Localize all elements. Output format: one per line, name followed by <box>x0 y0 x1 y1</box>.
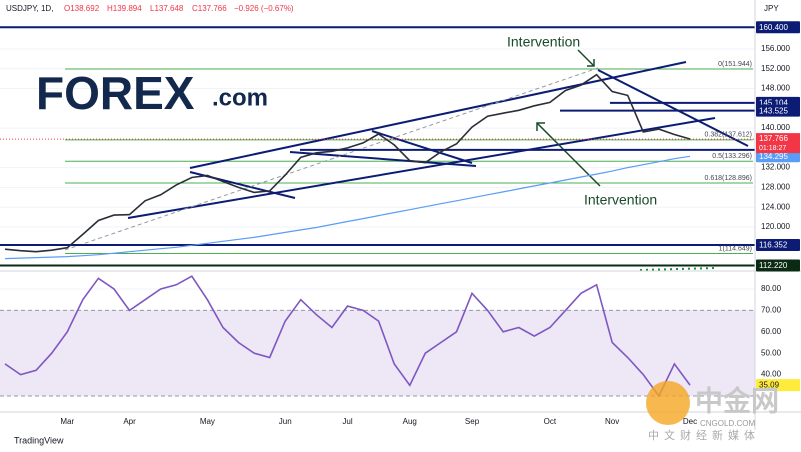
annotation: Intervention <box>584 192 657 208</box>
arrow-head <box>536 122 545 131</box>
watermark-sub: 中文财经新媒体 <box>648 428 760 442</box>
y-tick-label: 128.000 <box>761 183 790 192</box>
x-tick-label: Jul <box>342 417 352 426</box>
fib-label: 0.382(137.612) <box>705 132 752 139</box>
symbol-title: USDJPY, 1D, <box>6 4 53 13</box>
platform-logo[interactable]: TradingView <box>14 435 64 445</box>
ohlc: O138.692 <box>64 4 100 13</box>
y-tick-label: 40.00 <box>761 370 782 379</box>
x-tick-label: Aug <box>403 417 417 426</box>
plot-layer <box>0 26 755 398</box>
logo-suffix: .com <box>212 84 268 111</box>
last-price-box <box>756 133 800 154</box>
flag-upper <box>371 130 473 164</box>
dotted-line <box>639 267 717 271</box>
annotation: Intervention <box>507 34 580 50</box>
label-layer: 120.000 124.000 128.000 132.000 140.000 148.0… <box>60 21 800 426</box>
y-tick-label: 156.000 <box>761 44 790 53</box>
channel-lower <box>127 117 716 219</box>
x-tick-label: Sep <box>465 417 480 426</box>
arrow-head <box>587 59 595 67</box>
ohlc: −0.926 (−0.67%) <box>234 4 294 13</box>
x-tick-label: Oct <box>544 417 557 426</box>
arrow <box>577 49 595 67</box>
fib-label: 0(151.944) <box>718 61 752 68</box>
rsi-value-label-box <box>756 379 800 392</box>
x-tick-label: May <box>200 417 215 426</box>
ohlc: L137.648 <box>150 4 184 13</box>
y-tick-label: 148.000 <box>761 84 790 93</box>
y-tick-label: 124.000 <box>761 202 790 211</box>
y-tick-label: 140.000 <box>761 123 790 132</box>
x-tick-label: Jun <box>279 417 292 426</box>
level-label: 112.220 <box>759 261 788 270</box>
level-label-box <box>756 21 800 34</box>
level-label: 145.104 <box>759 98 788 107</box>
grid-layer <box>0 48 755 397</box>
fib-label: 1(114.649) <box>719 245 752 252</box>
y-tick-label: 120.000 <box>761 222 790 231</box>
ma-label: 134.295 <box>759 152 788 161</box>
ma-label-box <box>756 150 800 163</box>
flag-lower <box>289 151 477 167</box>
countdown: 01:18:27 <box>759 145 786 152</box>
level-label-box <box>756 259 800 272</box>
fib-label: 0.5(133.296) <box>712 153 752 160</box>
series-line <box>4 155 691 260</box>
level-label: 160.400 <box>759 23 788 32</box>
rsi-band <box>0 310 755 396</box>
level-label: 143.525 <box>759 106 788 115</box>
x-tick-label: Apr <box>123 417 136 426</box>
y-tick-label: 152.000 <box>761 64 790 73</box>
x-tick-label: Dec <box>683 417 697 426</box>
y-tick-label: 50.00 <box>761 348 782 357</box>
watermark-url: CNGOLD.COM <box>700 419 755 428</box>
level-label-box <box>756 104 800 117</box>
series-line <box>4 275 691 398</box>
x-tick-label: Nov <box>605 417 619 426</box>
level-label-box <box>756 239 800 252</box>
rsi-value-label: 35.09 <box>759 381 780 390</box>
series-line <box>4 73 691 253</box>
ohlc: H139.894 <box>107 4 142 13</box>
level-label: 116.352 <box>759 241 788 250</box>
logo: FOREX <box>36 67 195 119</box>
fib-anchor <box>64 67 599 251</box>
currency: JPY <box>764 4 779 13</box>
y-tick-label: 70.00 <box>761 306 782 315</box>
y-tick-label: 132.000 <box>761 163 790 172</box>
x-tick-label: Mar <box>60 417 74 426</box>
y-tick-label: 60.00 <box>761 327 782 336</box>
ohlc: C137.766 <box>192 4 227 13</box>
downtrend <box>597 69 749 147</box>
last-price-label: 137.766 <box>759 134 788 143</box>
y-tick-label: 80.00 <box>761 284 782 293</box>
fib-label: 0.618(128.896) <box>705 175 752 182</box>
channel-upper <box>189 61 687 169</box>
watermark: 中金网 <box>695 384 779 416</box>
watermark-icon <box>646 381 690 425</box>
trendlines <box>64 49 749 271</box>
